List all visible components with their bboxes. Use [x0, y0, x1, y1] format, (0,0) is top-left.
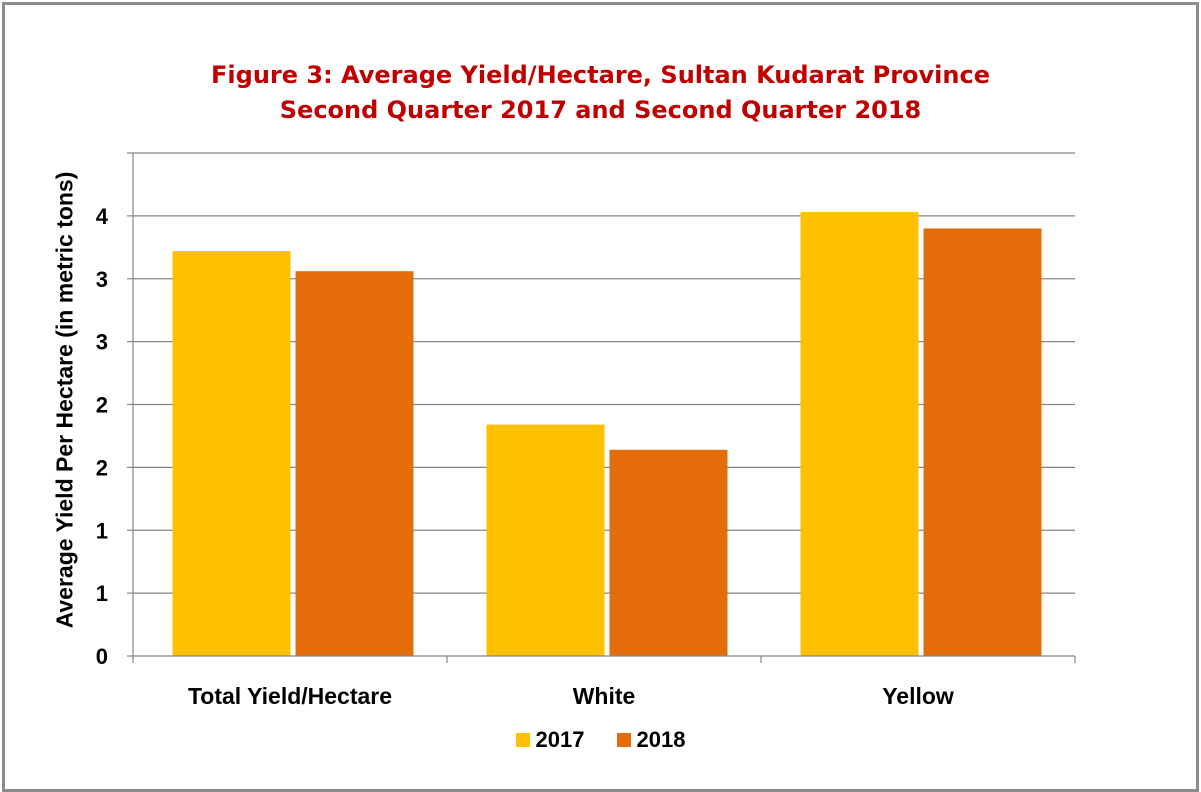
chart-title: Figure 3: Average Yield/Hectare, Sultan … — [0, 58, 1201, 128]
bar-2018-total-yield-hectare — [295, 271, 414, 656]
y-axis-label: Average Yield Per Hectare (in metric ton… — [51, 171, 78, 629]
bar-2017-white — [486, 424, 605, 656]
y-tick-label-0: 0 — [96, 644, 108, 669]
y-tick-label-3: 2 — [96, 455, 108, 480]
bar-2017-total-yield-hectare — [172, 251, 291, 656]
legend-swatch-2018 — [616, 733, 631, 747]
legend-item-2017: 2017 — [515, 727, 585, 753]
y-tick-label-1: 1 — [96, 581, 108, 606]
x-tick-label-2: Yellow — [882, 683, 954, 709]
legend-label-2018: 2018 — [636, 727, 686, 752]
legend-swatch-2017 — [515, 733, 530, 747]
y-tick-label-6: 3 — [96, 267, 108, 292]
chart-title-line-1: Figure 3: Average Yield/Hectare, Sultan … — [211, 61, 990, 89]
y-tick-label-4: 2 — [96, 393, 108, 418]
x-tick-label-0: Total Yield/Hectare — [188, 683, 392, 709]
y-tick-label-5: 3 — [96, 330, 108, 355]
y-tick-label-7: 4 — [96, 204, 109, 229]
legend-label-2017: 2017 — [535, 727, 585, 752]
legend: 2017 2018 — [0, 727, 1201, 753]
bar-2017-yellow — [800, 212, 919, 657]
chart-title-line-2: Second Quarter 2017 and Second Quarter 2… — [279, 96, 922, 124]
x-tick-label-1: White — [573, 683, 636, 709]
bar-2018-yellow — [923, 228, 1042, 656]
legend-item-2018: 2018 — [616, 727, 686, 753]
bar-2018-white — [609, 449, 728, 656]
y-tick-label-2: 1 — [96, 518, 108, 543]
